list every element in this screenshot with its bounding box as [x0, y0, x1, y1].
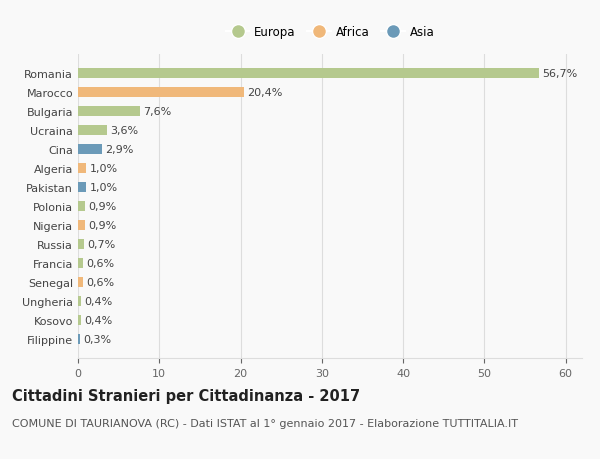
Bar — [78, 106, 140, 117]
Text: 2,9%: 2,9% — [105, 145, 133, 155]
Text: 1,0%: 1,0% — [89, 164, 118, 174]
Text: 0,4%: 0,4% — [85, 315, 113, 325]
Text: 0,9%: 0,9% — [89, 202, 117, 212]
Text: 0,6%: 0,6% — [86, 277, 114, 287]
Bar — [78, 126, 107, 136]
Text: 0,3%: 0,3% — [83, 334, 112, 344]
Text: 1,0%: 1,0% — [89, 183, 118, 193]
Text: 0,9%: 0,9% — [89, 220, 117, 230]
Bar — [78, 334, 80, 344]
Text: 7,6%: 7,6% — [143, 107, 171, 117]
Bar — [78, 182, 86, 193]
Text: COMUNE DI TAURIANOVA (RC) - Dati ISTAT al 1° gennaio 2017 - Elaborazione TUTTITA: COMUNE DI TAURIANOVA (RC) - Dati ISTAT a… — [12, 418, 518, 428]
Text: 3,6%: 3,6% — [110, 126, 139, 136]
Text: 0,4%: 0,4% — [85, 296, 113, 306]
Legend: Europa, Africa, Asia: Europa, Africa, Asia — [221, 22, 439, 44]
Bar — [78, 145, 101, 155]
Text: 0,6%: 0,6% — [86, 258, 114, 269]
Bar — [78, 239, 83, 250]
Text: Cittadini Stranieri per Cittadinanza - 2017: Cittadini Stranieri per Cittadinanza - 2… — [12, 388, 360, 403]
Text: 56,7%: 56,7% — [542, 69, 577, 79]
Bar — [78, 88, 244, 98]
Bar — [78, 69, 539, 79]
Bar — [78, 163, 86, 174]
Bar — [78, 202, 85, 212]
Text: 20,4%: 20,4% — [247, 88, 283, 98]
Bar — [78, 220, 85, 231]
Bar — [78, 277, 83, 287]
Text: 0,7%: 0,7% — [87, 240, 115, 249]
Bar — [78, 296, 81, 307]
Bar — [78, 315, 81, 325]
Bar — [78, 258, 83, 269]
